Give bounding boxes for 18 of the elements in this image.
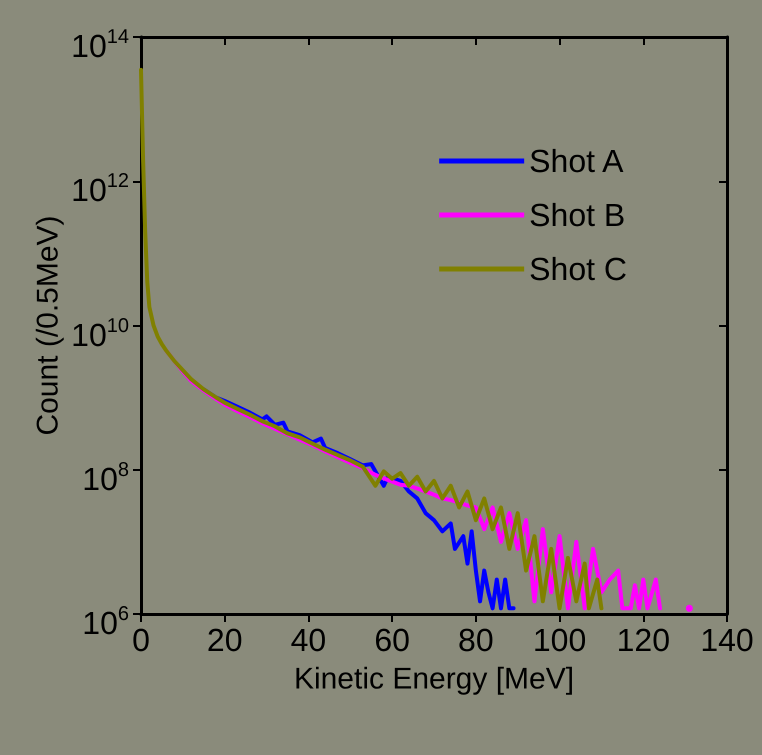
x-tick-label: 20 <box>206 622 243 658</box>
x-tick-label: 80 <box>458 622 494 658</box>
y-tick-label: 10$^{6}$ <box>82 602 129 643</box>
x-tick-label: 60 <box>374 622 410 658</box>
y-tick-label: 10$^{10}$ <box>71 314 129 354</box>
x-axis-title: Kinetic Energy [MeV] <box>294 662 574 696</box>
y-tick-label: 10$^{8}$ <box>82 458 129 499</box>
x-tick-label: 120 <box>616 622 670 658</box>
x-tick-label: 40 <box>290 622 326 658</box>
y-axis-title: Count (/0.5MeV) <box>32 215 64 436</box>
legend-label: Shot B <box>529 197 626 233</box>
legend-label: Shot A <box>529 143 624 179</box>
x-tick-label: 100 <box>532 622 586 658</box>
legend-label: Shot C <box>529 251 627 287</box>
y-tick-label: 10$^{14}$ <box>71 25 129 66</box>
x-tick-label: 0 <box>132 622 150 658</box>
x-tick-label: 140 <box>700 622 754 658</box>
y-tick-label: 10$^{12}$ <box>71 169 129 210</box>
